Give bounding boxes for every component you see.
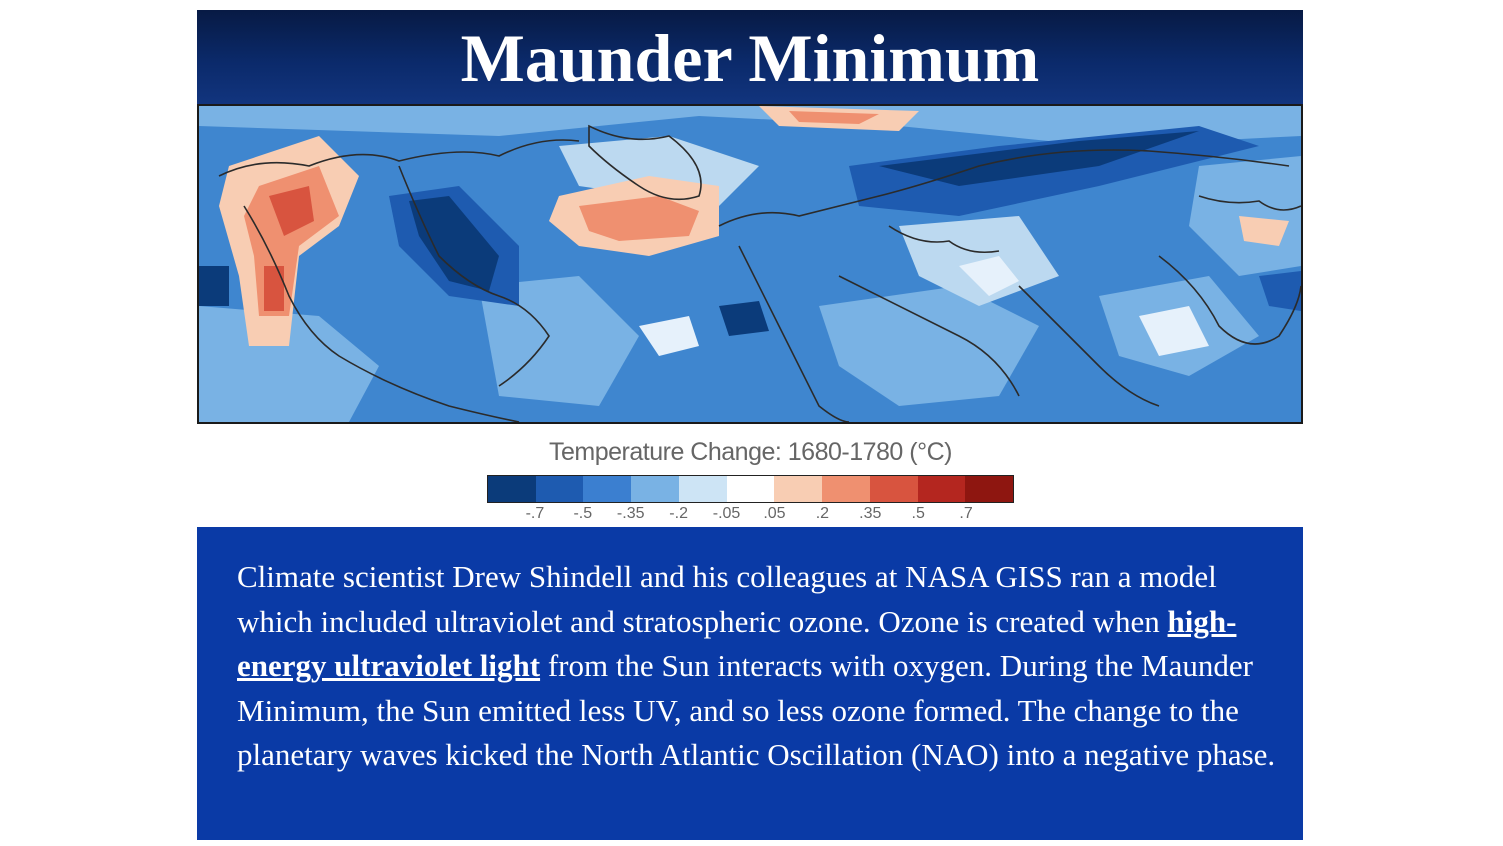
- legend-swatch-5: [726, 476, 775, 502]
- legend-tick-label: .2: [815, 505, 830, 522]
- legend-swatch-2: [583, 476, 632, 502]
- legend-tick-label: .35: [859, 505, 882, 522]
- description-part-2: from the Sun interacts with oxygen. Duri…: [237, 648, 1276, 772]
- legend-tick-label: -.35: [616, 505, 645, 522]
- legend-tick-label: .05: [763, 505, 786, 522]
- legend-tick-label: -.5: [573, 505, 593, 522]
- legend-title: Temperature Change: 1680-1780 (°C): [549, 438, 952, 466]
- temperature-change-map: [197, 104, 1303, 424]
- legend-tick-label: -.2: [669, 505, 688, 522]
- legend-swatch-0: [488, 476, 536, 502]
- legend-tick-label: -.05: [712, 505, 741, 522]
- legend-swatch-8: [869, 476, 918, 502]
- description-text: Climate scientist Drew Shindell and his …: [237, 555, 1283, 778]
- page-title: Maunder Minimum: [460, 20, 1040, 96]
- legend-swatch-10: [965, 476, 1014, 502]
- description-panel: Climate scientist Drew Shindell and his …: [197, 527, 1303, 840]
- legend-swatch-3: [631, 476, 679, 502]
- legend-swatch-1: [535, 476, 584, 502]
- color-scale-bar: [487, 475, 1014, 503]
- color-scale-ticks: -.7 -.5 -.35 -.2 -.05 .05 .2 .35 .5 .7: [487, 505, 1014, 529]
- uv-light-link[interactable]: high-energy ultraviolet light: [237, 603, 1237, 684]
- legend-swatch-4: [678, 476, 727, 502]
- description-part-1: Climate scientist Drew Shindell and his …: [237, 559, 1217, 639]
- legend-swatch-7: [822, 476, 870, 502]
- legend-tick-label: -.7: [525, 505, 545, 522]
- legend-tick-label: .7: [959, 505, 973, 522]
- legend-swatch-9: [917, 476, 966, 502]
- title-banner: Maunder Minimum: [197, 10, 1303, 106]
- legend-swatch-6: [774, 476, 823, 502]
- legend-tick-label: .5: [911, 505, 925, 522]
- world-map-image: [199, 106, 1301, 422]
